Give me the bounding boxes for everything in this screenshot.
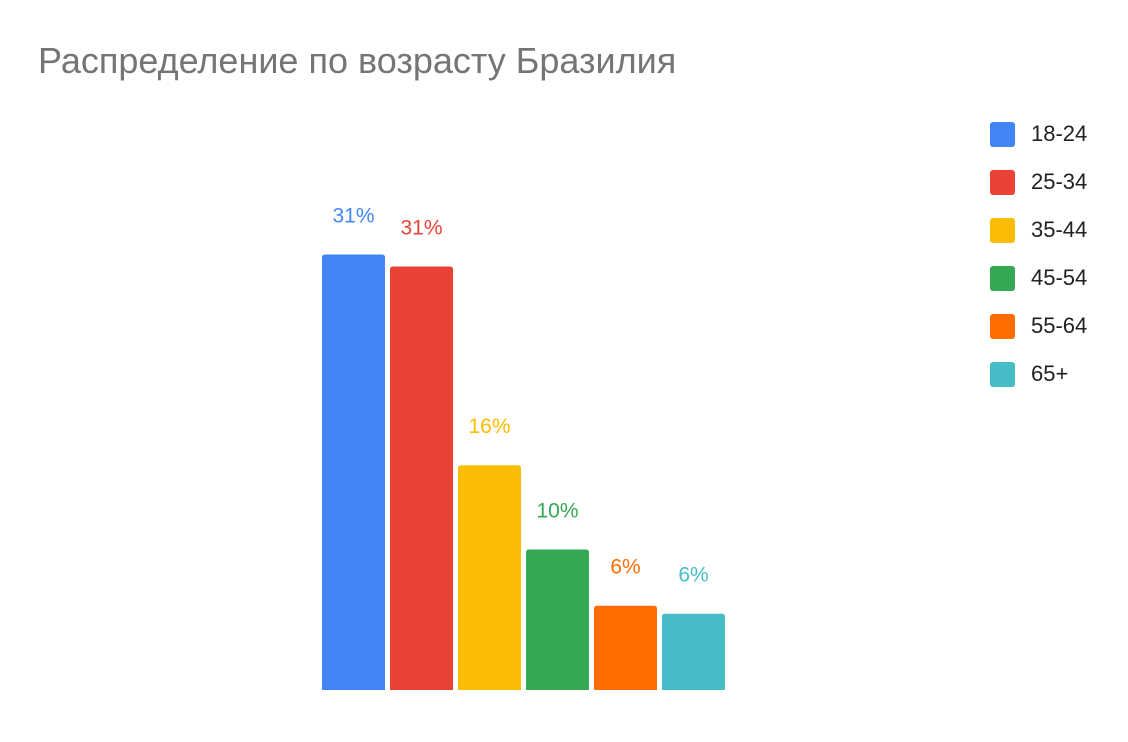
legend-label: 65+ — [1031, 361, 1069, 386]
bar-55-64[interactable] — [594, 605, 657, 690]
legend-item-55-64[interactable]: 55-64 — [990, 302, 1087, 350]
legend-label: 55-64 — [1031, 313, 1088, 338]
data-label-18-24: 31% — [332, 204, 374, 227]
legend-label: 25-34 — [1031, 169, 1088, 194]
legend-swatch — [990, 361, 1015, 387]
legend-item-25-34[interactable]: 25-34 — [990, 158, 1087, 206]
data-labels-group: 31% 31% 16% 10% 6% 6% — [332, 204, 708, 586]
data-label-55-64: 6% — [610, 556, 640, 579]
legend-label: 18-24 — [1031, 121, 1088, 146]
legend-swatch — [990, 265, 1015, 291]
data-label-45-54: 10% — [536, 500, 578, 523]
bar-25-34[interactable] — [390, 266, 453, 690]
bars-group — [322, 254, 725, 690]
legend-swatch — [990, 169, 1015, 195]
bar-18-24[interactable] — [322, 254, 385, 690]
legend-item-65-plus[interactable]: 65+ — [990, 350, 1087, 398]
legend-label: 45-54 — [1031, 265, 1088, 290]
bar-45-54[interactable] — [526, 549, 589, 691]
bar-65-plus[interactable] — [662, 613, 725, 690]
data-label-25-34: 31% — [400, 216, 442, 239]
legend-item-18-24[interactable]: 18-24 — [990, 110, 1087, 158]
data-label-65-plus: 6% — [678, 564, 708, 587]
legend-item-35-44[interactable]: 35-44 — [990, 206, 1087, 254]
chart-title: Распределение по возрасту Бразилия — [38, 40, 677, 81]
data-label-35-44: 16% — [468, 415, 510, 438]
legend-swatch — [990, 313, 1015, 339]
legend: 18-24 25-34 35-44 45-54 55-64 65+ — [990, 110, 1087, 398]
bar-35-44[interactable] — [458, 465, 521, 690]
legend-label: 35-44 — [1031, 217, 1088, 242]
legend-item-45-54[interactable]: 45-54 — [990, 254, 1087, 302]
legend-swatch — [990, 217, 1015, 243]
legend-swatch — [990, 121, 1015, 147]
